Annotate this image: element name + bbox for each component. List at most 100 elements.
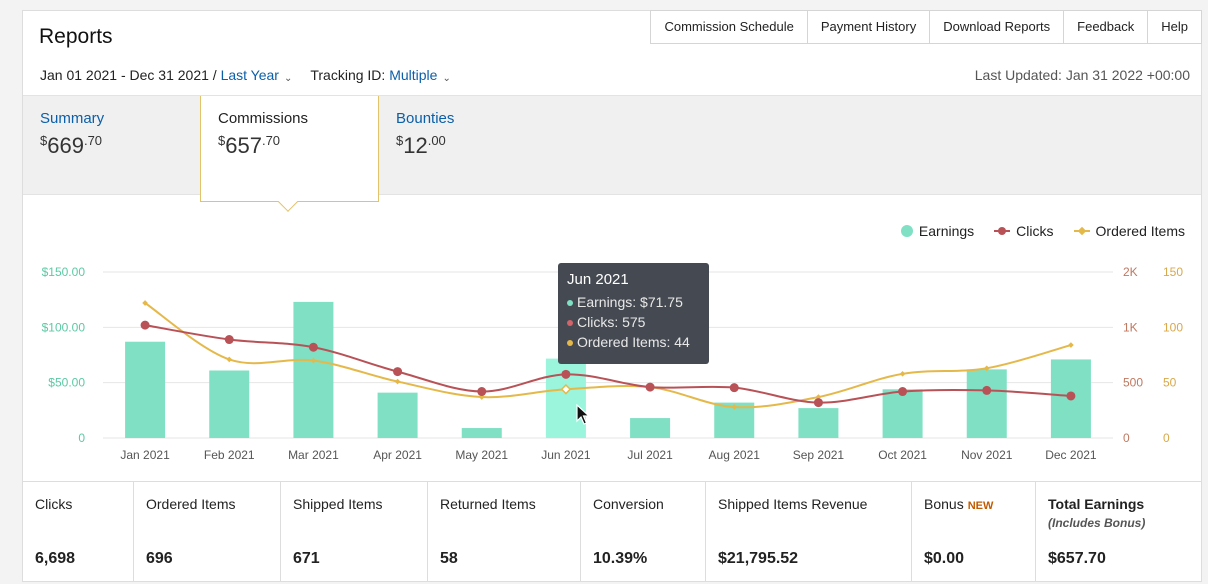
dollar-sign: $ [40, 133, 48, 148]
stat-label: Total Earnings [1048, 496, 1145, 512]
clicks-point [645, 382, 655, 392]
y-right-tick-label: 500 [1123, 376, 1143, 390]
y-right-tick-label: 0 [1123, 431, 1130, 445]
tab-amount: $657.70 [218, 133, 361, 159]
stat-label: Shipped Items Revenue [718, 496, 868, 512]
earnings-bar [209, 370, 250, 438]
ordered-items-point [310, 357, 317, 364]
stat-value: $21,795.52 [718, 550, 799, 567]
y-left-tick-label: $100.00 [42, 320, 86, 334]
earnings-bar [882, 389, 923, 438]
ordered-items-line [144, 302, 1072, 409]
legend-ordered-items[interactable]: Ordered Items [1073, 223, 1185, 239]
stat-label: Conversion [593, 496, 664, 512]
stat-shipped-items: Shipped Items 671 [281, 482, 428, 582]
stat-conversion: Conversion 10.39% [581, 482, 706, 582]
tooltip-title: Jun 2021 [567, 271, 629, 288]
dollar-sign: $ [396, 133, 404, 148]
stat-shipped-revenue: Shipped Items Revenue $21,795.52 [706, 482, 912, 582]
legend-clicks[interactable]: Clicks [994, 223, 1054, 239]
feedback-link[interactable]: Feedback [1064, 11, 1149, 43]
amount-whole: 669 [47, 133, 84, 158]
stat-value: 696 [146, 550, 173, 567]
reports-card: Reports Commission Schedule Payment Hist… [22, 10, 1202, 582]
help-link[interactable]: Help [1148, 11, 1202, 43]
x-tick-label: Apr 2021 [373, 448, 422, 462]
earnings-bar [630, 418, 671, 438]
y-right2-tick-label: 100 [1163, 320, 1183, 334]
tabs-band: Summary $669.70 Commissions $657.70 Boun… [23, 95, 1201, 202]
earnings-bar [798, 408, 839, 438]
payment-history-link[interactable]: Payment History [807, 11, 931, 43]
tooltip-ordered: Ordered Items: 44 [567, 334, 700, 350]
legend-earnings[interactable]: Earnings [900, 223, 974, 239]
stat-total-earnings: Total Earnings (Includes Bonus) $657.70 [1036, 482, 1201, 582]
stat-value: 58 [440, 550, 458, 567]
stat-value: 671 [293, 550, 320, 567]
tooltip-clicks-text: Clicks: 575 [577, 314, 646, 330]
amount-whole: 12 [403, 133, 428, 158]
clicks-point [813, 398, 823, 408]
chevron-down-icon: ⌄ [442, 73, 451, 84]
page-title: Reports [39, 25, 113, 48]
tab-label: Commissions [218, 110, 309, 127]
stat-bonus: Bonus NEW $0.00 [912, 482, 1036, 582]
clicks-point [898, 387, 908, 397]
chart-tooltip: Jun 2021 Earnings: $71.75 Clicks: 575 Or… [558, 263, 709, 364]
earnings-bar [125, 341, 166, 438]
stats-row: Clicks 6,698 Ordered Items 696 Shipped Ite… [23, 481, 1201, 582]
tab-label: Bounties [396, 110, 455, 127]
amount-cents: .00 [427, 133, 446, 148]
stat-sub-label: (Includes Bonus) [1048, 516, 1146, 530]
tab-commissions[interactable]: Commissions $657.70 [200, 96, 379, 202]
stat-value: 10.39% [593, 550, 648, 567]
tab-bounties[interactable]: Bounties $12.00 [379, 96, 471, 196]
ordered-items-swatch-icon [1073, 226, 1090, 236]
earnings-bar [966, 369, 1007, 438]
y-left-tick-label: 0 [78, 431, 85, 445]
commission-schedule-link[interactable]: Commission Schedule [651, 11, 808, 43]
x-tick-label: Jul 2021 [627, 448, 673, 462]
x-tick-label: Aug 2021 [709, 448, 761, 462]
bonus-label: Bonus [924, 496, 964, 512]
download-reports-link[interactable]: Download Reports [930, 11, 1065, 43]
clicks-point [140, 320, 150, 330]
bullet-icon [567, 340, 573, 346]
x-tick-label: Mar 2021 [288, 448, 339, 462]
chart-legend: Earnings Clicks Ordered Items [881, 223, 1185, 239]
amount-cents: .70 [83, 133, 103, 148]
tab-amount: $12.00 [396, 133, 454, 159]
stat-ordered-items: Ordered Items 696 [134, 482, 281, 582]
tracking-dropdown[interactable]: Multiple ⌄ [389, 67, 451, 84]
x-tick-label: Dec 2021 [1045, 448, 1097, 462]
tooltip-ordered-text: Ordered Items: 44 [577, 334, 690, 350]
tooltip-clicks: Clicks: 575 [567, 314, 700, 330]
legend-label: Ordered Items [1095, 223, 1185, 239]
stat-label: Ordered Items [146, 496, 236, 512]
ordered-items-point [560, 384, 572, 395]
y-right2-tick-label: 50 [1163, 376, 1177, 390]
clicks-swatch-icon [994, 226, 1011, 236]
chevron-down-icon: ⌄ [283, 73, 293, 84]
dollar-sign: $ [218, 133, 226, 148]
new-badge: NEW [967, 500, 994, 512]
stat-returned-items: Returned Items 58 [428, 482, 581, 582]
clicks-point [1066, 391, 1076, 401]
amount-cents: .70 [261, 133, 281, 148]
tooltip-earnings: Earnings: $71.75 [567, 294, 700, 310]
earnings-bar [293, 301, 334, 438]
stat-label: Clicks [35, 496, 73, 512]
period-value: Last Year [220, 67, 279, 83]
x-tick-label: Jan 2021 [120, 448, 170, 462]
period-dropdown[interactable]: Last Year ⌄ [220, 67, 293, 84]
ordered-items-point [899, 370, 906, 377]
earnings-bar [377, 392, 418, 438]
tab-summary[interactable]: Summary $669.70 [23, 96, 121, 196]
ordered-items-point [731, 404, 738, 410]
earnings-swatch-icon [900, 225, 913, 237]
x-tick-label: Nov 2021 [961, 448, 1013, 462]
x-tick-label: Feb 2021 [204, 448, 255, 462]
stat-value: $657.70 [1048, 550, 1106, 567]
stat-value: 6,698 [35, 550, 76, 567]
earnings-chart: 0 0 0 $50.00 500 50 $100.00 1K 100 $150.00 2K 150 Ja… [42, 265, 1184, 462]
